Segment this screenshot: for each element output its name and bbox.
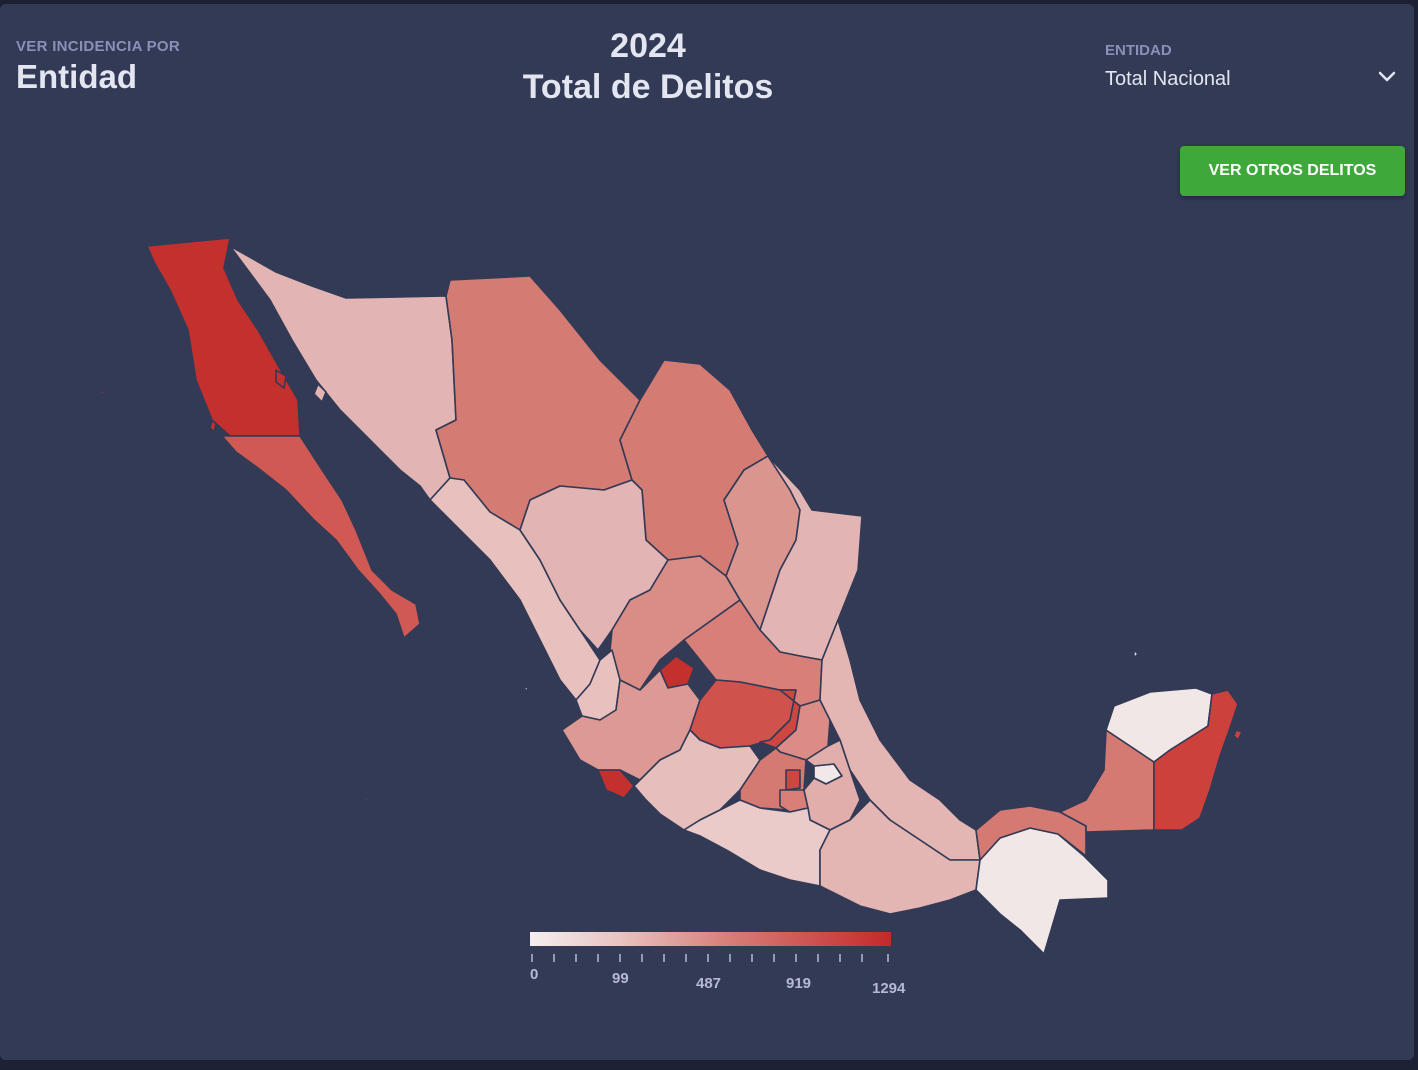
entity-selector: ENTIDAD Total Nacional xyxy=(1105,42,1400,93)
state-baja-california-sur[interactable] xyxy=(221,435,421,639)
incidence-value[interactable]: Entidad xyxy=(16,58,137,95)
island-arrecife xyxy=(1133,649,1139,659)
entity-dropdown[interactable]: Total Nacional xyxy=(1105,65,1400,93)
legend-label-4: 1294 xyxy=(872,980,906,997)
island-tiburon-2 xyxy=(275,369,287,389)
island-cozumel xyxy=(1233,729,1243,741)
other-crimes-button[interactable]: VER OTROS DELITOS xyxy=(1180,146,1405,196)
legend-label-0: 0 xyxy=(530,966,539,983)
state-baja-california[interactable] xyxy=(146,237,301,437)
title-year: 2024 xyxy=(610,27,686,65)
state-guerrero[interactable] xyxy=(683,799,831,887)
color-legend: 0 99 487 919 1294 xyxy=(530,930,930,1010)
island-marias xyxy=(523,685,529,693)
legend-label-1: 99 xyxy=(612,970,629,987)
island-tiburon xyxy=(313,383,327,403)
state-michoacan[interactable] xyxy=(633,729,761,831)
state-cdmx[interactable] xyxy=(785,769,801,791)
island-revillagigedo xyxy=(363,795,369,801)
incidence-selector[interactable]: VER INCIDENCIA POR Entidad xyxy=(16,38,180,96)
chevron-down-icon xyxy=(1378,71,1396,82)
state-quintana-roo[interactable] xyxy=(1153,689,1239,831)
legend-label-3: 919 xyxy=(786,975,812,992)
title-main: Total de Delitos xyxy=(522,68,774,106)
island-cedros xyxy=(209,419,217,433)
entity-value: Total Nacional xyxy=(1105,68,1231,90)
entity-label: ENTIDAD xyxy=(1105,42,1172,59)
state-colima[interactable] xyxy=(597,769,635,799)
legend-label-2: 487 xyxy=(696,975,722,992)
legend-gradient-bar xyxy=(530,932,891,946)
state-chiapas[interactable] xyxy=(975,827,1109,955)
state-tabasco[interactable] xyxy=(975,805,1087,861)
incidence-label: VER INCIDENCIA POR xyxy=(16,38,181,55)
state-oaxaca[interactable] xyxy=(819,799,981,915)
page-title: 2024 Total de Delitos xyxy=(448,26,848,108)
legend-ticks xyxy=(531,954,889,962)
island-guadalupe xyxy=(99,387,105,397)
